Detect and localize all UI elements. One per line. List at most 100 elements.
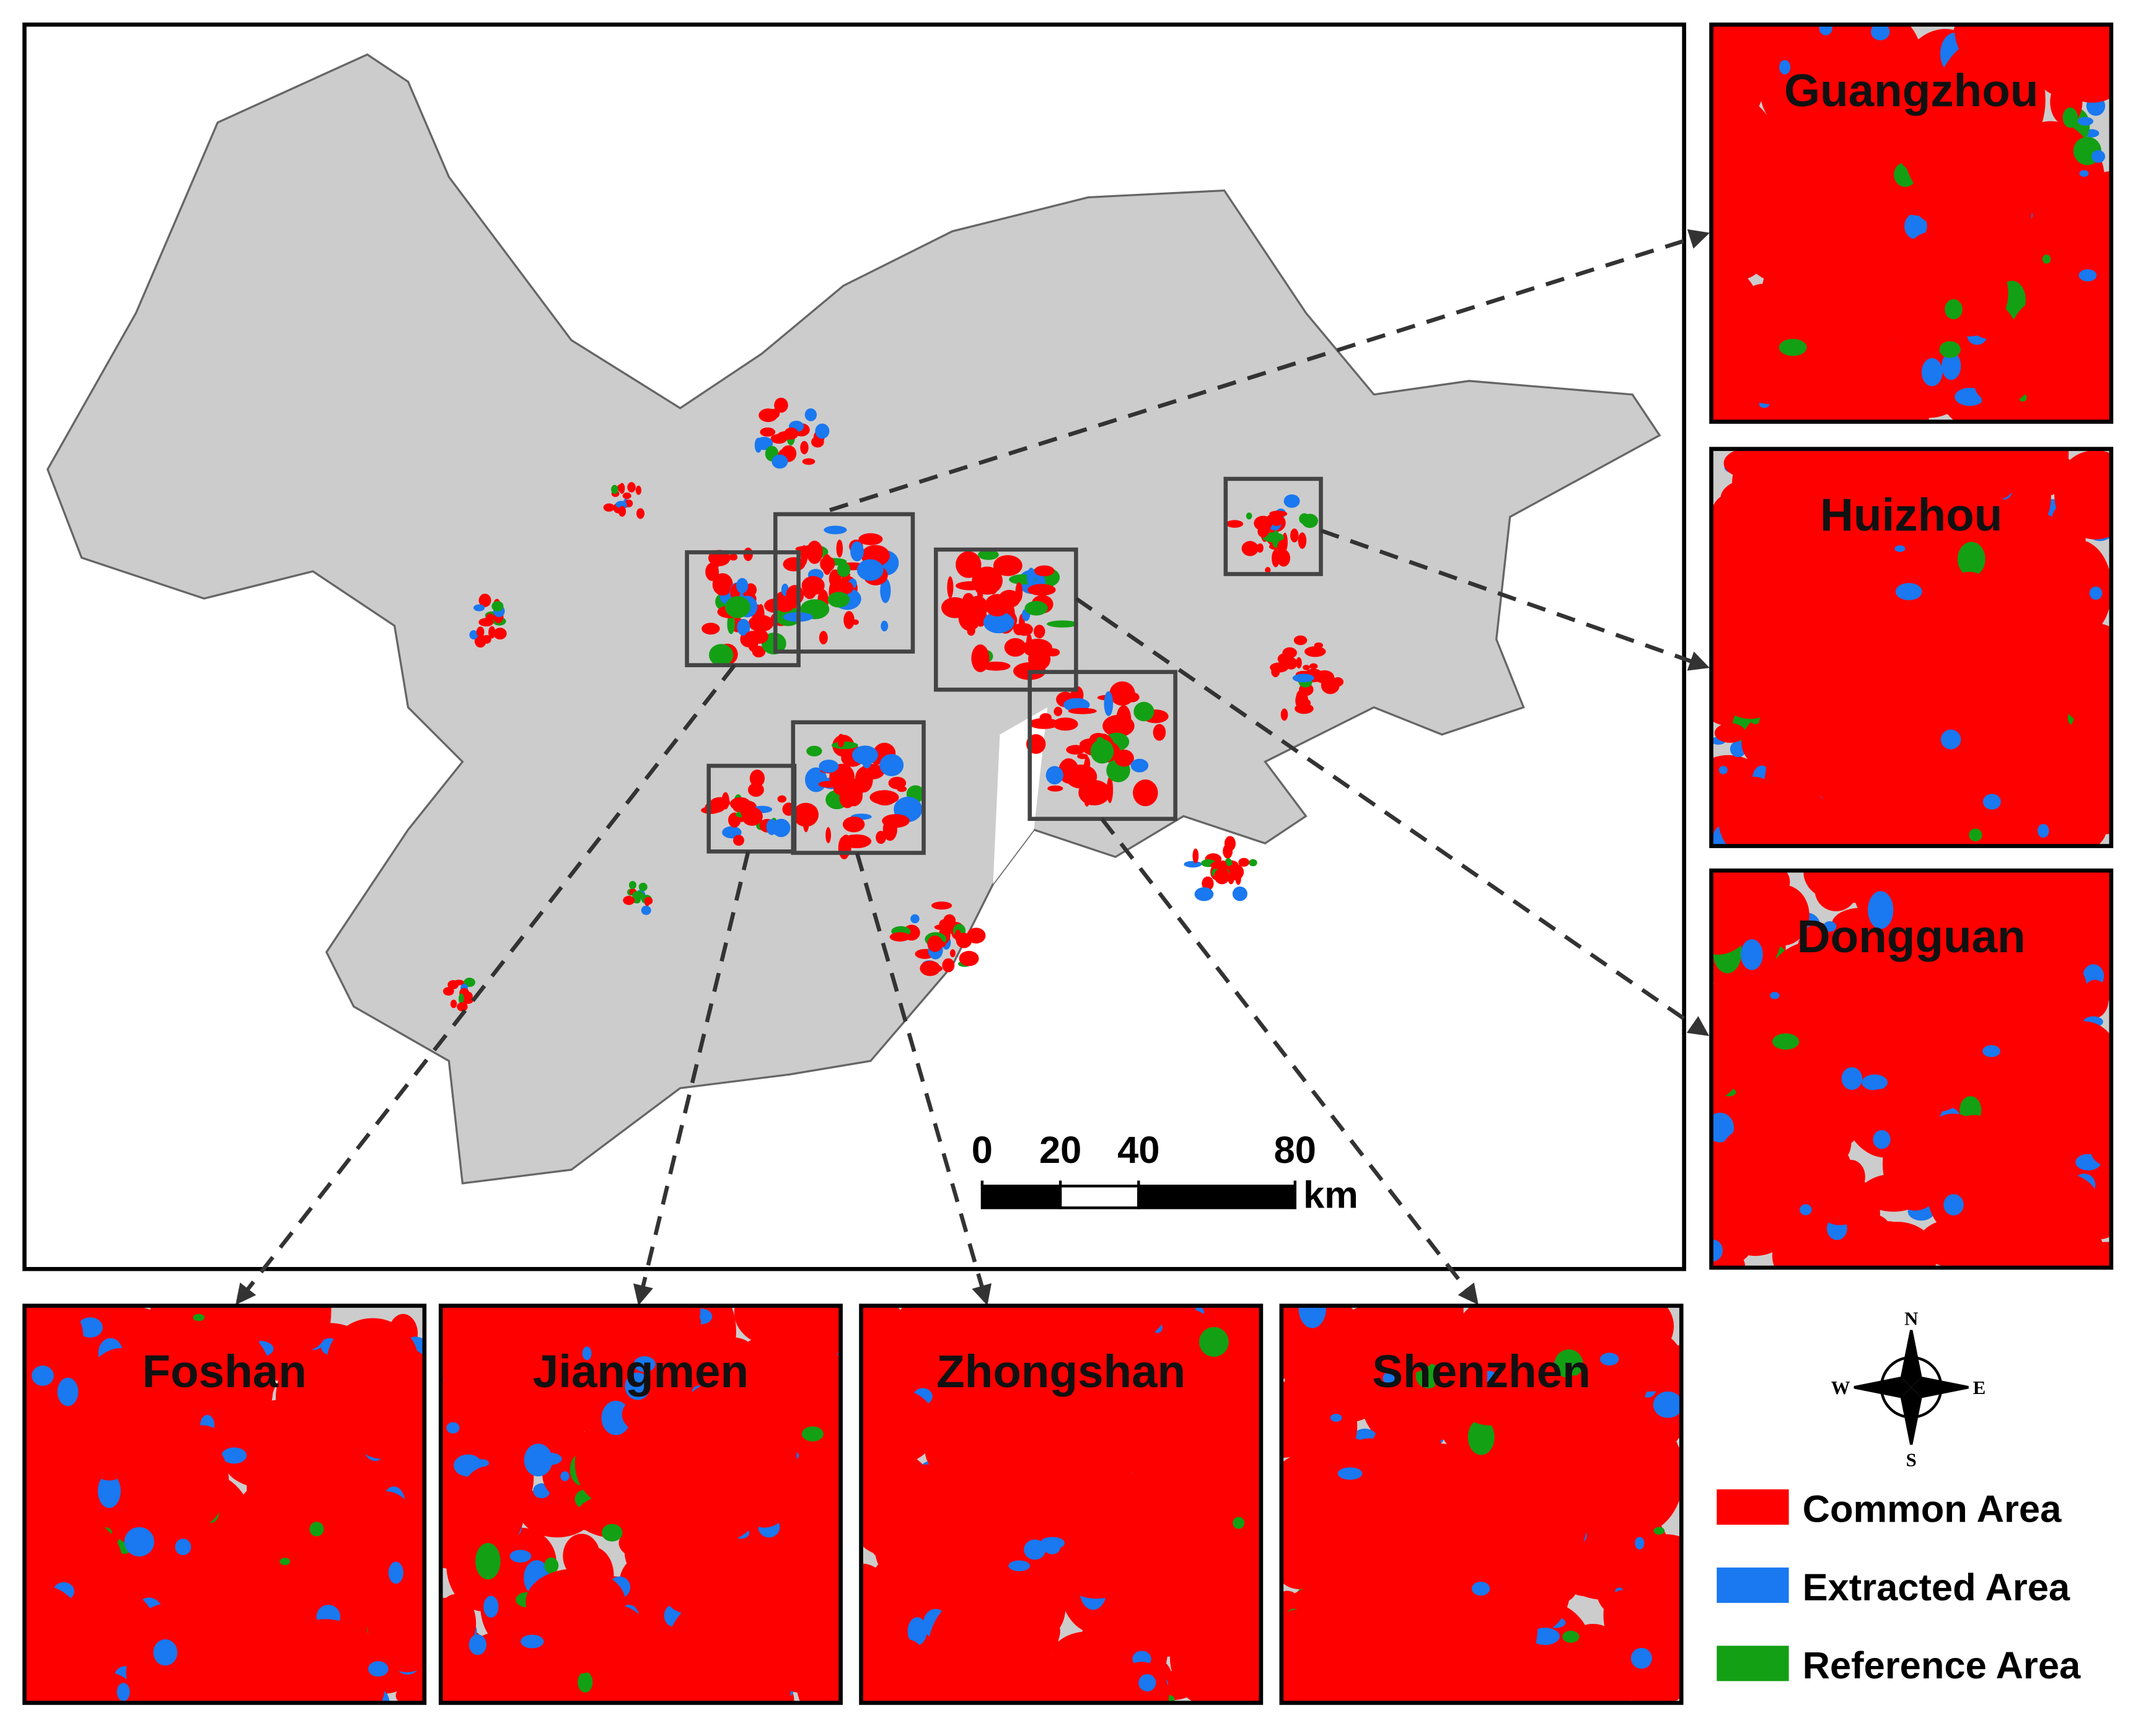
land-patch bbox=[358, 1491, 411, 1538]
land-patch bbox=[1554, 1349, 1583, 1379]
land-patch bbox=[1943, 1194, 1964, 1216]
inset-label: Zhongshan bbox=[936, 1345, 1185, 1397]
urban-patch bbox=[1304, 646, 1326, 657]
urban-patch bbox=[839, 581, 854, 594]
land-patch bbox=[1199, 1326, 1229, 1357]
land-patch bbox=[460, 1465, 520, 1530]
land-patch bbox=[2056, 499, 2111, 538]
land-patch bbox=[1783, 66, 1834, 126]
land-patch bbox=[1391, 1644, 1469, 1703]
urban-patch bbox=[478, 594, 491, 607]
scale-label: 80 bbox=[1274, 1129, 1316, 1172]
urban-patch bbox=[749, 769, 765, 787]
urban-patch bbox=[457, 1002, 468, 1012]
land-patch bbox=[1871, 757, 1936, 846]
land-patch bbox=[1714, 723, 1746, 743]
land-patch bbox=[970, 1382, 1042, 1483]
land-patch bbox=[1787, 791, 1830, 846]
urban-patch bbox=[709, 644, 734, 666]
land-patch bbox=[625, 1372, 651, 1400]
land-patch bbox=[555, 1683, 607, 1703]
scale-segment bbox=[1058, 1185, 1140, 1209]
land-patch bbox=[1964, 763, 2021, 801]
compass: N E S W bbox=[1831, 1308, 1986, 1470]
land-patch bbox=[1739, 223, 1769, 251]
urban-patch bbox=[1262, 532, 1285, 543]
legend-label: Common Area bbox=[1803, 1488, 2062, 1531]
land-patch bbox=[1934, 571, 2004, 671]
land-patch bbox=[544, 1557, 559, 1574]
urban-patch bbox=[806, 540, 823, 564]
urban-patch bbox=[971, 644, 990, 673]
land-patch bbox=[1715, 1121, 1816, 1215]
urban-patch bbox=[1077, 753, 1088, 760]
urban-patch bbox=[491, 601, 504, 612]
land-patch bbox=[309, 1522, 324, 1537]
inset-frame bbox=[1709, 447, 2114, 848]
land-patch bbox=[339, 1572, 400, 1611]
urban-patch bbox=[1296, 657, 1302, 669]
urban-patch bbox=[858, 533, 883, 545]
land-patch bbox=[58, 1670, 133, 1703]
urban-patch bbox=[493, 628, 507, 640]
urban-patch bbox=[1004, 638, 1027, 657]
urban-patch bbox=[784, 427, 799, 440]
urban-areas bbox=[442, 397, 1344, 1012]
land-patch bbox=[1024, 1539, 1046, 1560]
land-patch bbox=[483, 1595, 499, 1618]
land-patch bbox=[663, 1599, 756, 1703]
urban-patch bbox=[754, 437, 762, 453]
urban-patch bbox=[988, 587, 997, 595]
land-patch bbox=[1566, 1570, 1604, 1597]
land-patch bbox=[82, 1348, 162, 1448]
land-patch bbox=[368, 1661, 389, 1677]
land-patch bbox=[1711, 880, 1753, 955]
land-patch bbox=[1986, 900, 2065, 968]
land-patch bbox=[1800, 148, 1859, 208]
urban-patch bbox=[1024, 600, 1048, 616]
land-patch bbox=[1711, 1019, 1752, 1052]
urban-patch bbox=[615, 501, 627, 509]
urban-patch bbox=[482, 634, 491, 644]
land-patch bbox=[1281, 1609, 1326, 1688]
land-patch bbox=[1969, 828, 1982, 842]
urban-patch bbox=[1047, 620, 1078, 628]
urban-patch bbox=[628, 880, 636, 890]
land-patch bbox=[1281, 1453, 1340, 1525]
urban-patch bbox=[623, 895, 635, 905]
land-patch bbox=[301, 1377, 333, 1403]
land-patch bbox=[1711, 1112, 1734, 1142]
land-patch bbox=[388, 1561, 403, 1584]
land-patch bbox=[285, 1305, 330, 1351]
urban-patch bbox=[837, 562, 851, 577]
land-patch bbox=[633, 1356, 656, 1372]
urban-patch bbox=[766, 819, 778, 835]
land-patch bbox=[1361, 1305, 1449, 1360]
urban-patch bbox=[831, 741, 858, 749]
urban-patch bbox=[985, 594, 1010, 616]
inset-label: Shenzhen bbox=[1372, 1345, 1590, 1397]
land-patch bbox=[2085, 230, 2111, 260]
land-patch bbox=[1711, 976, 1781, 1022]
urban-patch bbox=[627, 482, 636, 493]
land-patch bbox=[639, 1471, 726, 1543]
land-patch bbox=[578, 1672, 593, 1693]
land-patch bbox=[1895, 582, 1922, 600]
legend: Common Area Extracted Area Reference Area bbox=[1717, 1488, 2081, 1687]
land-patch bbox=[1467, 1419, 1495, 1455]
land-patch bbox=[1831, 71, 1860, 113]
urban-patch bbox=[458, 993, 464, 1004]
land-patch bbox=[1484, 1305, 1582, 1348]
urban-patch bbox=[603, 503, 615, 512]
land-patch bbox=[1389, 1406, 1440, 1435]
urban-patch bbox=[1116, 705, 1132, 733]
inset: Shenzhen bbox=[1279, 1304, 1684, 1705]
land-patch bbox=[1974, 364, 2028, 405]
urban-patch bbox=[815, 423, 830, 439]
land-patch bbox=[1184, 1438, 1261, 1507]
urban-patch bbox=[837, 734, 845, 748]
land-patch bbox=[153, 1639, 178, 1666]
land-patch bbox=[2079, 170, 2089, 177]
urban-patch bbox=[737, 618, 750, 636]
